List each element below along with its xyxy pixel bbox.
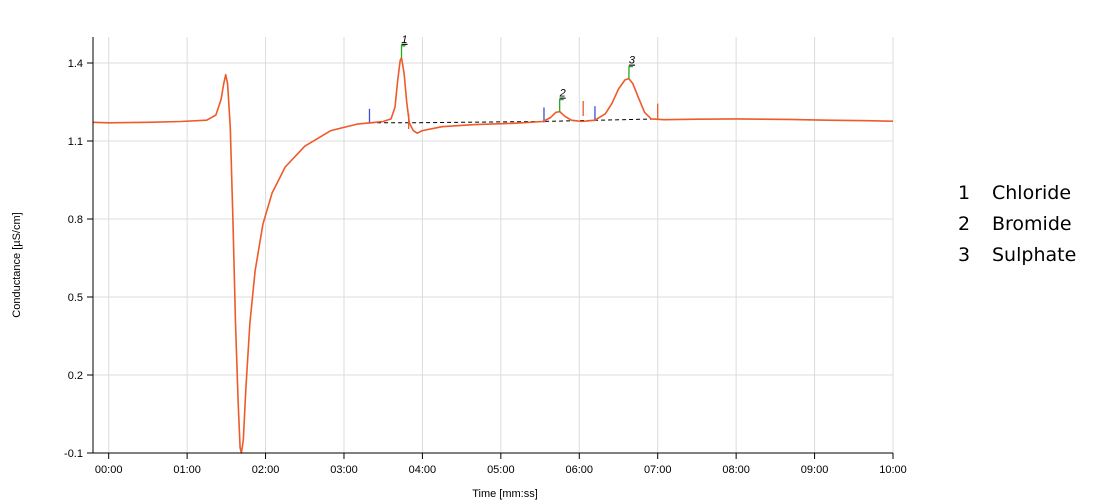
x-tick-label: 10:00 — [879, 464, 907, 476]
x-axis-ticks: 00:00 01:00 02:00 03:00 04:00 05:00 06:00 07:00… — [95, 453, 907, 476]
legend-item-number: 3 — [958, 244, 971, 266]
x-tick-label: 03:00 — [330, 464, 358, 476]
x-tick-label: 04:00 — [409, 464, 437, 476]
peak-label: 3 — [629, 55, 636, 67]
baseline-line — [370, 118, 658, 124]
legend-item-number: 1 — [958, 182, 971, 204]
chart-axes — [92, 37, 893, 454]
x-axis-label: Time [mm:ss] — [472, 488, 538, 500]
x-tick-label: 01:00 — [173, 464, 201, 476]
x-tick-label: 07:00 — [644, 464, 672, 476]
y-tick-label: 0.8 — [68, 214, 83, 226]
peak-stem — [400, 45, 406, 58]
x-tick-label: 00:00 — [95, 464, 123, 476]
legend-item-name: Chloride — [992, 182, 1072, 204]
legend-item: 3 Sulphate — [958, 240, 1076, 271]
y-tick-label: 1.4 — [68, 58, 83, 70]
y-tick-label: 1.1 — [68, 136, 83, 148]
integration-markers — [368, 101, 659, 129]
x-tick-label: 02:00 — [252, 464, 280, 476]
peak-label: 2 — [559, 88, 566, 100]
baselines — [370, 118, 658, 124]
chart-grid — [93, 37, 894, 454]
legend-item: 1 Chloride — [958, 178, 1076, 209]
y-tick-label: -0.1 — [64, 448, 83, 460]
series-line — [92, 56, 894, 454]
x-tick-label: 06:00 — [566, 464, 594, 476]
peak-markers: 1 2 3 — [400, 34, 636, 112]
x-tick-label: 08:00 — [722, 464, 750, 476]
y-tick-label: 0.5 — [68, 292, 83, 304]
peak-stem — [628, 65, 633, 79]
x-tick-label: 09:00 — [801, 464, 829, 476]
legend-item-name: Sulphate — [992, 244, 1077, 266]
y-axis-label: Conductance [µS/cm] — [11, 212, 23, 317]
series — [92, 56, 894, 454]
legend-item-name: Bromide — [992, 213, 1072, 235]
legend-item: 2 Bromide — [958, 209, 1076, 240]
y-axis-ticks: -0.1 0.2 0.5 0.8 1.1 1.4 — [64, 58, 93, 460]
x-tick-label: 05:00 — [487, 464, 515, 476]
y-tick-label: 0.2 — [68, 370, 83, 382]
legend-item-number: 2 — [958, 213, 971, 235]
peak-stem — [559, 98, 564, 112]
peak-label: 1 — [401, 34, 407, 46]
peak-legend: 1 Chloride 2 Bromide 3 Sulphate — [958, 178, 1076, 271]
